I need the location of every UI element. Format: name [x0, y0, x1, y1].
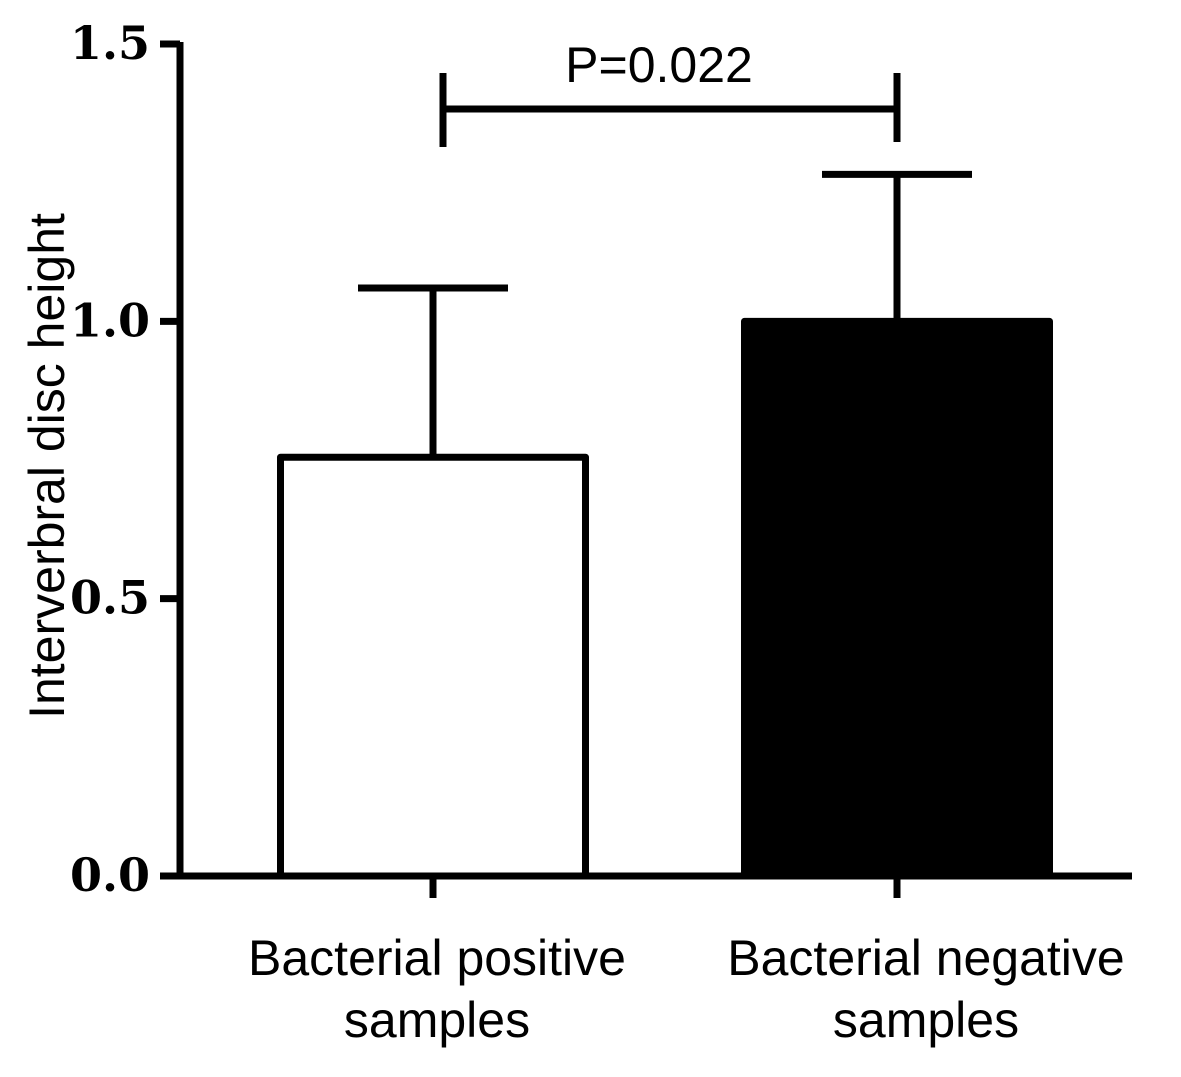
- y-tick-label: 0.5: [70, 571, 150, 625]
- y-tick-label: 1.5: [70, 16, 150, 70]
- x-category-label: samples: [344, 992, 530, 1048]
- x-category-label: Bacterial positive: [248, 930, 626, 986]
- x-category-label: samples: [833, 992, 1019, 1048]
- x-category-label: Bacterial negative: [727, 930, 1124, 986]
- y-tick-label: 1.0: [70, 293, 150, 347]
- bars: [277, 317, 1053, 880]
- y-axis-title: Interverbral disc height: [19, 213, 75, 719]
- significance-label: P=0.022: [565, 37, 753, 93]
- significance-bracket: [439, 73, 901, 147]
- bar-1: [277, 453, 589, 880]
- y-tick-label: 0.0: [70, 848, 150, 902]
- bar-2: [741, 317, 1053, 880]
- error-bars: [358, 170, 972, 458]
- labels: 0.0 0.5 1.0 1.5 P=0.022 Bacterial positive sam…: [19, 16, 1125, 1048]
